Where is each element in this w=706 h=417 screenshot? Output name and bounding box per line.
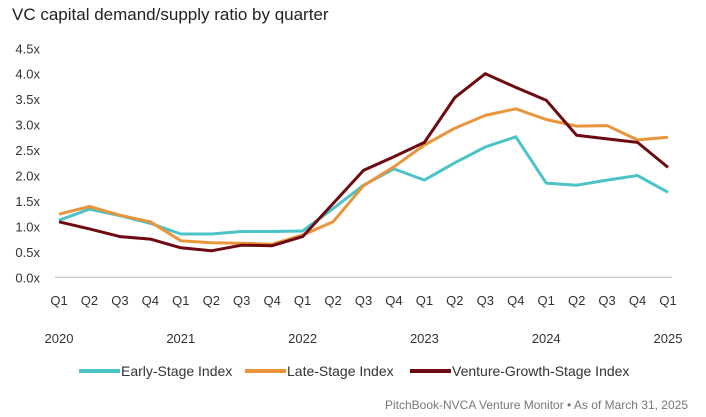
y-tick-label: 3.0x [15,118,40,133]
legend-item: Early-Stage Index [79,363,232,379]
x-tick-label: Q3 [111,293,128,308]
chart-title: VC capital demand/supply ratio by quarte… [12,5,329,24]
y-tick-label: 4.0x [15,67,40,82]
source-footer: PitchBook-NVCA Venture Monitor • As of M… [385,398,688,412]
x-tick-label: Q4 [385,293,402,308]
y-tick-label: 0.5x [15,245,40,260]
legend: Early-Stage Index Late-Stage Index Venture… [79,363,629,379]
year-label: 2024 [532,331,561,346]
x-tick-label: Q1 [294,293,311,308]
y-tick-label: 4.5x [15,41,40,56]
legend-label: Late-Stage Index [287,363,394,379]
year-label: 2023 [410,331,439,346]
legend-label: Venture-Growth-Stage Index [452,363,629,379]
legend-item: Venture-Growth-Stage Index [410,363,629,379]
x-tick-label: Q1 [50,293,67,308]
x-tick-label: Q2 [446,293,463,308]
x-tick-label: Q2 [324,293,341,308]
x-tick-label: Q1 [172,293,189,308]
y-tick-label: 2.5x [15,143,40,158]
x-tick-label: Q3 [477,293,494,308]
legend-label: Early-Stage Index [121,363,232,379]
x-tick-label: Q2 [81,293,98,308]
x-tick-label: Q2 [568,293,585,308]
x-tick-label: Q3 [233,293,250,308]
x-tick-label: Q1 [416,293,433,308]
y-tick-label: 0.0x [15,270,40,285]
x-tick-label: Q3 [355,293,372,308]
year-label: 2021 [166,331,195,346]
x-tick-label: Q4 [142,293,159,308]
year-label: 2022 [288,331,317,346]
x-tick-label: Q2 [203,293,220,308]
x-axis: Q1 Q2 Q3 Q4 Q1 Q2 Q3 Q4 Q1 Q2 Q3 Q4 Q1 Q2 Q3 Q4 Q1 Q2 Q3 Q4… [45,293,683,346]
x-tick-label: Q1 [659,293,676,308]
x-tick-label: Q1 [538,293,555,308]
y-tick-label: 1.5x [15,194,40,209]
x-tick-label: Q4 [507,293,524,308]
y-axis: 0.0x 0.5x 1.0x 1.5x 2.0x 2.5x 3.0x 3.5x 4.0x 4.5x [15,41,40,285]
series-lines [58,72,669,253]
year-label: 2025 [654,331,683,346]
year-label: 2020 [45,331,74,346]
y-tick-label: 3.5x [15,92,40,107]
x-tick-label: Q4 [263,293,280,308]
x-tick-label: Q3 [598,293,615,308]
legend-item: Late-Stage Index [245,363,394,379]
x-tick-label: Q4 [629,293,646,308]
y-tick-label: 2.0x [15,169,40,184]
y-tick-label: 1.0x [15,219,40,234]
